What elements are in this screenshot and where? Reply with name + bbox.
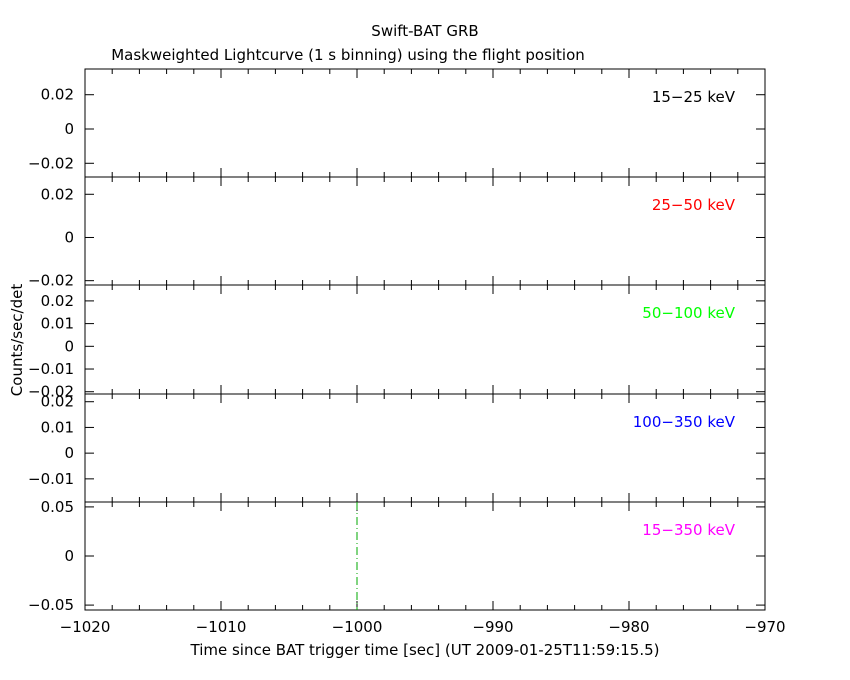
panel-frame [84, 68, 766, 178]
panel-frame [84, 393, 766, 503]
panel-frame [84, 284, 766, 395]
band-label: 100−350 keV [633, 413, 736, 431]
y-tick-label: −0.01 [28, 360, 74, 378]
y-tick-label: −0.02 [28, 154, 74, 172]
x-tick-label: −1010 [196, 618, 247, 636]
chart-title: Swift-BAT GRB [371, 22, 478, 40]
y-tick-label: 0.05 [41, 498, 74, 516]
panel-3: −0.02 −0.01 0 0.01 0.02 50−100 keV [28, 284, 766, 401]
x-axis-label: Time since BAT trigger time [sec] (UT 20… [190, 641, 660, 659]
band-label: 50−100 keV [642, 304, 735, 322]
x-tick-label: −970 [744, 618, 785, 636]
y-tick-label: −0.05 [28, 596, 74, 614]
y-tick-label: 0 [64, 547, 74, 565]
y-tick-label: 0.02 [41, 393, 74, 411]
y-tick-label: −0.01 [28, 470, 74, 488]
band-label: 15−350 keV [642, 521, 735, 539]
y-tick-label: −0.02 [28, 272, 74, 290]
panel-4: −0.01 0 0.01 0.02 100−350 keV [28, 393, 766, 503]
y-tick-label: 0.01 [41, 418, 74, 436]
panel-1: −0.02 0 0.02 15−25 keV [28, 68, 766, 178]
panel-frame [84, 176, 766, 286]
band-label: 25−50 keV [652, 196, 736, 214]
panel-5: −0.05 0 0.05 15−350 keV [28, 498, 766, 614]
band-label: 15−25 keV [652, 88, 736, 106]
x-tick-label: −980 [608, 618, 649, 636]
y-tick-label: 0 [64, 337, 74, 355]
chart-subtitle: Maskweighted Lightcurve (1 s binning) us… [111, 46, 585, 64]
x-tick-label: −990 [472, 618, 513, 636]
y-axis-label: Counts/sec/det [8, 284, 26, 397]
x-tick-label: −1000 [332, 618, 383, 636]
y-tick-label: −0.02 [28, 383, 74, 401]
y-tick-label: 0.02 [41, 185, 74, 203]
y-tick-label: 0.01 [41, 315, 74, 333]
y-tick-label: 0.02 [41, 292, 74, 310]
y-tick-label: 0 [64, 444, 74, 462]
x-tick-label: −1020 [60, 618, 111, 636]
panel-2: −0.02 0 0.02 25−50 keV [28, 176, 766, 290]
y-tick-label: 0 [64, 228, 74, 246]
panel-frame [84, 501, 766, 611]
y-tick-label: 0 [64, 120, 74, 138]
y-tick-label: 0.02 [41, 86, 74, 104]
